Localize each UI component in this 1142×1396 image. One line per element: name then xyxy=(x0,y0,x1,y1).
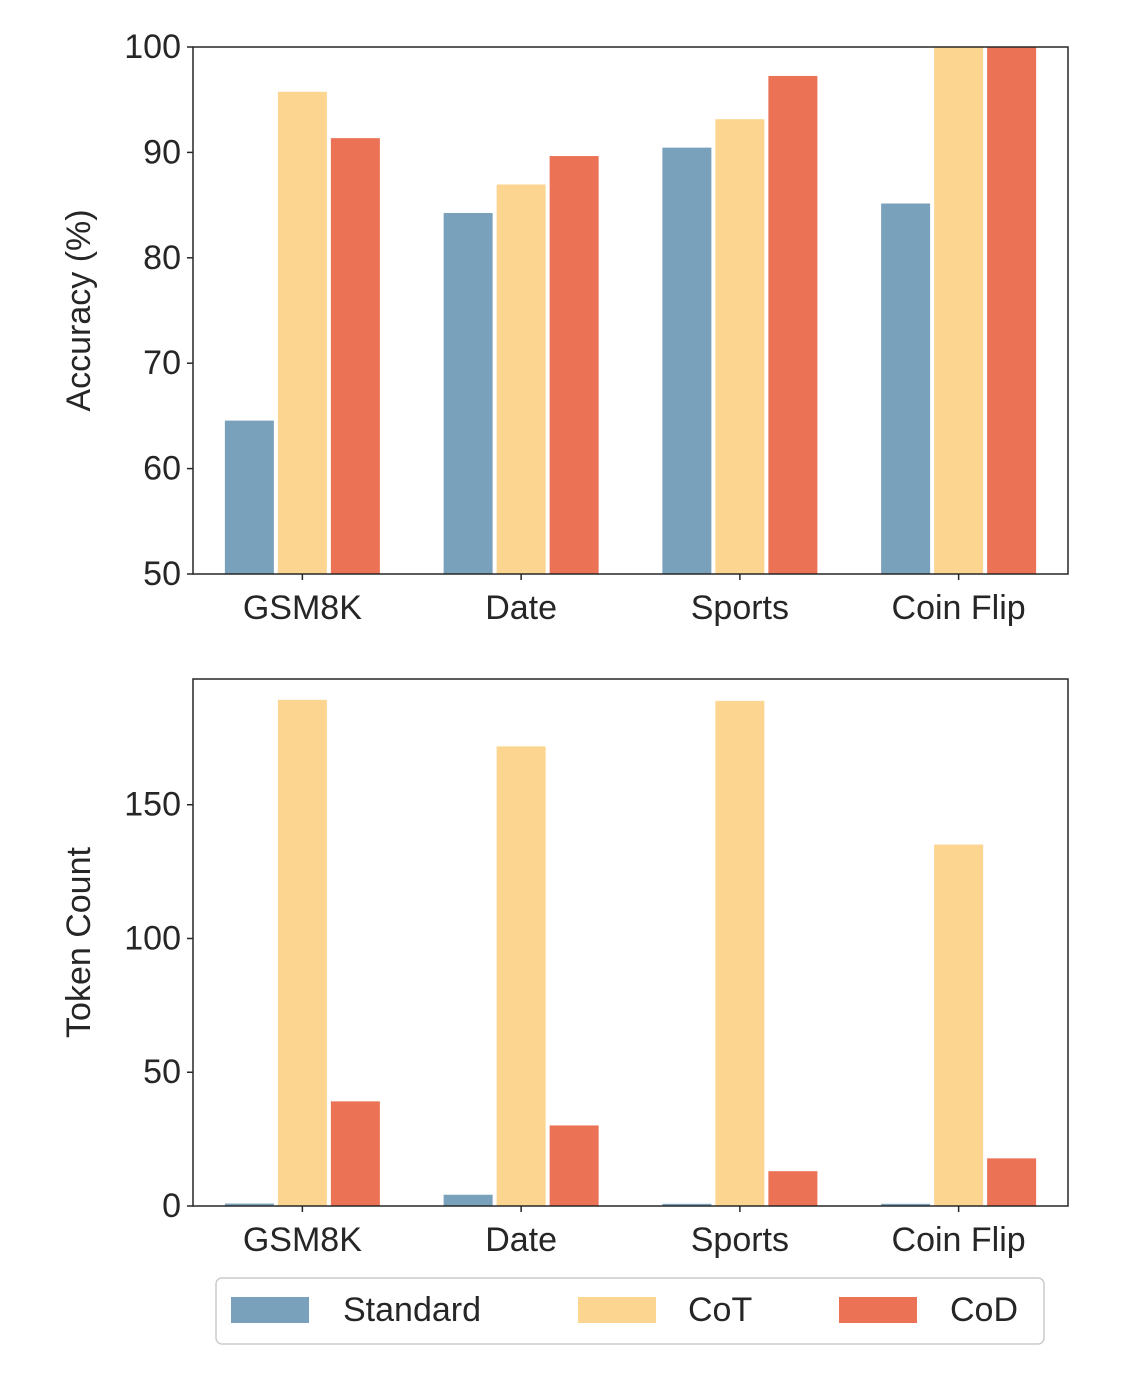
y-tick-label: 90 xyxy=(143,133,181,171)
bar-cot-sports xyxy=(714,118,766,575)
bar-cod-gsm8k xyxy=(329,1100,381,1207)
accuracy-chart: 50 60 70 80 90 100 GSM8K Date Sports Coin Flip Acc… xyxy=(60,28,1069,627)
bar-cot-coin-flip xyxy=(933,46,985,575)
bar-cod-coin-flip xyxy=(986,46,1038,575)
legend-swatch-cod xyxy=(839,1297,917,1323)
x-tick-label: Sports xyxy=(691,1221,789,1259)
x-tick-label: Date xyxy=(485,1221,557,1259)
y-axis-label: Token Count xyxy=(60,846,98,1037)
bar-cod-date xyxy=(548,155,600,575)
bar-standard-sports xyxy=(661,146,713,575)
plot-frame xyxy=(192,46,1069,575)
bar-cod-sports xyxy=(767,74,819,575)
legend-label-cot: CoT xyxy=(688,1291,752,1329)
legend-swatch-cot xyxy=(578,1297,656,1323)
y-tick-label: 0 xyxy=(162,1187,181,1225)
bar-standard-date xyxy=(442,1193,494,1207)
bar-standard-coin-flip xyxy=(880,202,932,575)
bar-cot-date xyxy=(495,745,547,1207)
bar-standard-date xyxy=(442,211,494,575)
bar-standard-gsm8k xyxy=(223,419,275,575)
x-tick-label: Coin Flip xyxy=(892,589,1026,627)
bar-cod-gsm8k xyxy=(329,137,381,575)
bar-cot-gsm8k xyxy=(276,90,328,575)
legend-label-cod: CoD xyxy=(950,1291,1018,1329)
token-count-chart: 0 50 100 150 GSM8K Date Sports Coin Flip Token C… xyxy=(60,678,1069,1259)
y-tick-label: 70 xyxy=(143,344,181,382)
y-tick-label: 50 xyxy=(143,1053,181,1091)
legend-label-standard: Standard xyxy=(343,1291,481,1329)
y-tick-label: 150 xyxy=(124,786,181,824)
y-tick-label: 60 xyxy=(143,450,181,488)
plot-frame xyxy=(192,678,1069,1207)
bar-cod-date xyxy=(548,1124,600,1207)
x-tick-label: GSM8K xyxy=(243,589,362,627)
bar-cod-coin-flip xyxy=(986,1157,1038,1207)
bar-cod-sports xyxy=(767,1170,819,1207)
x-tick-label: Date xyxy=(485,589,557,627)
x-tick-label: Sports xyxy=(691,589,789,627)
y-tick-label: 80 xyxy=(143,239,181,277)
bar-cot-coin-flip xyxy=(933,843,985,1207)
y-tick-label: 100 xyxy=(124,28,181,66)
y-tick-label: 100 xyxy=(124,919,181,957)
x-tick-label: Coin Flip xyxy=(892,1221,1026,1259)
x-tick-label: GSM8K xyxy=(243,1221,362,1259)
bar-cot-sports xyxy=(714,699,766,1207)
legend: Standard CoT CoD xyxy=(215,1277,1045,1345)
y-tick-label: 50 xyxy=(143,555,181,593)
bar-cot-gsm8k xyxy=(276,698,328,1207)
legend-swatch-standard xyxy=(231,1297,309,1323)
bar-cot-date xyxy=(495,183,547,575)
y-axis-label: Accuracy (%) xyxy=(60,209,98,411)
